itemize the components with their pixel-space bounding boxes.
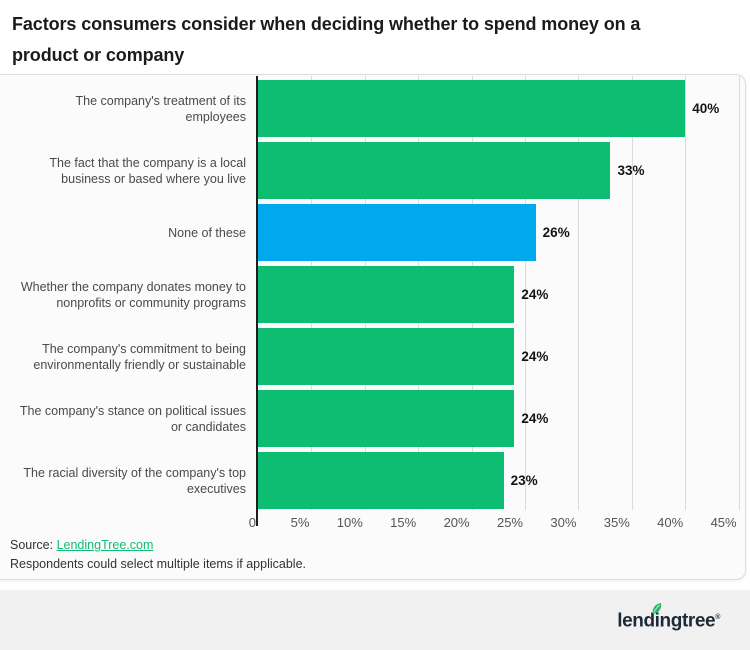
category-label: Whether the company donates money to non… bbox=[20, 279, 246, 310]
bar bbox=[258, 328, 515, 385]
value-label: 24% bbox=[521, 349, 549, 364]
bar bbox=[258, 452, 504, 509]
lendingtree-logo: lendingtree® bbox=[617, 603, 720, 632]
bar bbox=[258, 266, 515, 323]
gridline bbox=[738, 76, 740, 510]
bar bbox=[258, 80, 686, 137]
methodology-note: Respondents could select multiple items … bbox=[10, 557, 306, 571]
category-label: None of these bbox=[168, 225, 246, 240]
category-label: The racial diversity of the company's to… bbox=[23, 465, 246, 496]
value-label: 33% bbox=[617, 163, 645, 178]
x-tick-label: 10% bbox=[336, 515, 363, 530]
x-tick-label: 45% bbox=[710, 515, 737, 530]
source-label: Source: bbox=[10, 538, 54, 552]
x-tick-label: 30% bbox=[550, 515, 577, 530]
category-label: The company's stance on political issues… bbox=[19, 403, 246, 434]
x-tick-label: 35% bbox=[603, 515, 630, 530]
bar-chart: 0 5% 10% 15% 20% 25% 30% 35% 40% 45% The company's… bbox=[0, 74, 750, 536]
footnote: Source: LendingTree.com Respondents coul… bbox=[10, 536, 306, 574]
gridline bbox=[578, 76, 580, 510]
value-label: 40% bbox=[692, 101, 720, 116]
gridline bbox=[525, 76, 526, 510]
category-label: The company's treatment of its employees bbox=[75, 93, 246, 124]
title-line-2: product or company bbox=[12, 45, 185, 65]
gridline bbox=[631, 76, 633, 510]
x-tick-label: 5% bbox=[290, 515, 310, 530]
value-label: 26% bbox=[542, 225, 570, 240]
value-label: 24% bbox=[521, 411, 549, 426]
value-label: 24% bbox=[521, 287, 549, 302]
source-line: Source: LendingTree.com bbox=[10, 536, 306, 555]
logo-text: lendingtree bbox=[617, 610, 716, 632]
x-tick-label: 40% bbox=[657, 515, 684, 530]
y-axis-line bbox=[256, 76, 258, 526]
footer-band: lendingtree® bbox=[0, 590, 750, 650]
source-link[interactable]: LendingTree.com bbox=[56, 538, 154, 552]
value-label: 23% bbox=[510, 473, 538, 488]
bar bbox=[258, 142, 611, 199]
x-tick-label: 25% bbox=[496, 515, 523, 530]
gridline bbox=[685, 76, 687, 510]
logo-trademark: ® bbox=[715, 614, 720, 622]
leaf-icon bbox=[649, 598, 664, 615]
x-tick-label: 15% bbox=[390, 515, 417, 530]
category-label: The fact that the company is a local bus… bbox=[49, 155, 246, 186]
page-title: Factors consumers consider when deciding… bbox=[0, 0, 750, 74]
bar bbox=[258, 204, 536, 261]
x-tick-label: 0 bbox=[248, 515, 256, 530]
x-tick-label: 20% bbox=[443, 515, 470, 530]
bar bbox=[258, 390, 515, 447]
category-label: The company's commitment to being enviro… bbox=[33, 341, 246, 372]
title-line-1: Factors consumers consider when deciding… bbox=[12, 14, 641, 34]
